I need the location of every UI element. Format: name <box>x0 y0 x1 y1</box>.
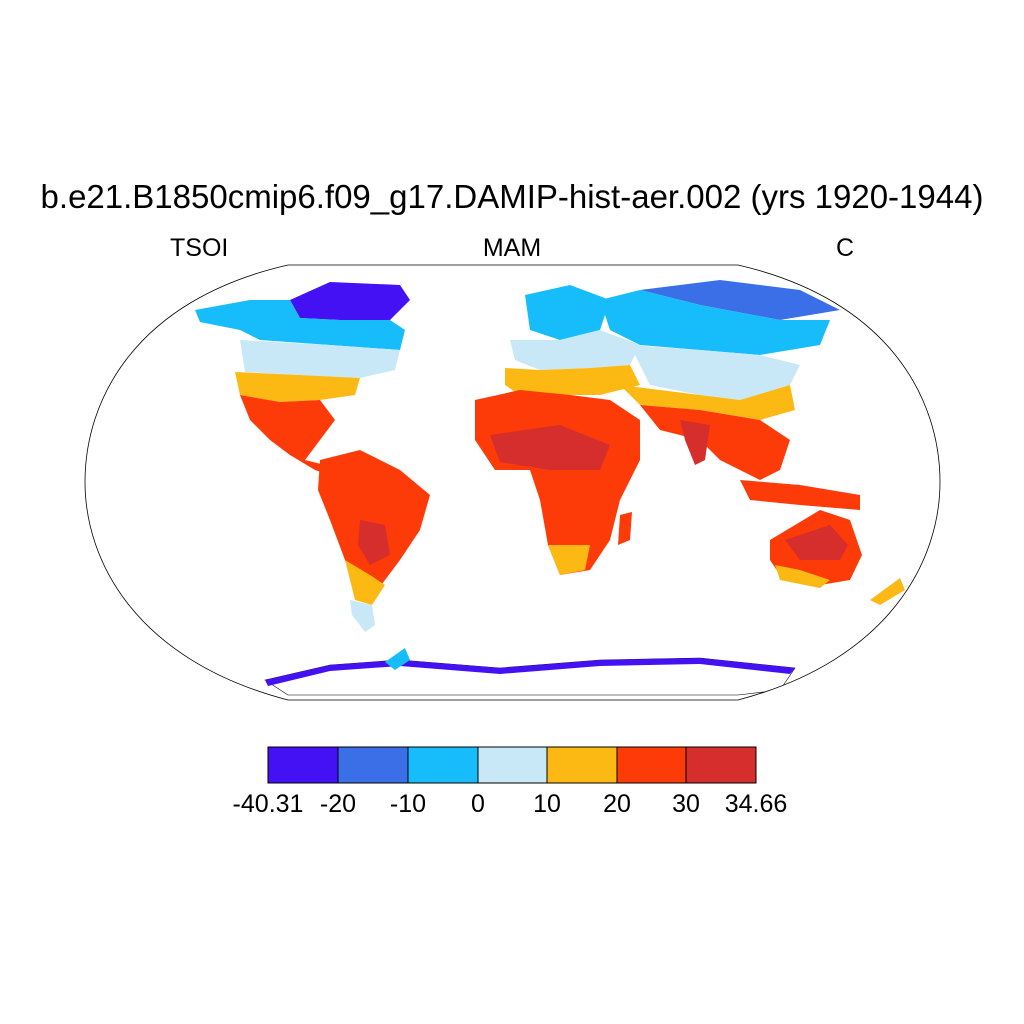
colorbar-box-6 <box>616 746 687 784</box>
region-asia-central <box>630 345 800 400</box>
variable-label: TSOI <box>170 234 229 262</box>
region-australia-south <box>775 565 830 588</box>
region-india <box>680 420 710 465</box>
land-masses <box>195 280 905 696</box>
colorbar-label-6: 20 <box>603 790 631 818</box>
region-na-north <box>195 300 405 350</box>
colorbar-box-7 <box>685 746 757 784</box>
colorbar-label-1: -40.31 <box>232 790 304 818</box>
colorbar <box>267 746 757 784</box>
region-madagascar <box>618 512 632 545</box>
map-title: b.e21.B1850cmip6.f09_g17.DAMIP-hist-aer.… <box>40 178 984 215</box>
region-mediterranean <box>505 365 640 395</box>
region-new-zealand <box>870 578 905 605</box>
region-na-south <box>235 372 360 402</box>
colorbar-box-2 <box>337 746 409 784</box>
globe-outline <box>84 264 941 701</box>
colorbar-box-5 <box>546 746 618 784</box>
region-europe-north <box>525 285 610 340</box>
units-label: C <box>836 234 855 262</box>
region-na-mid <box>240 340 400 378</box>
region-asia-mid <box>620 385 795 420</box>
colorbar-box-1 <box>267 746 339 784</box>
region-sa-south <box>345 560 385 605</box>
colorbar-label-4: 0 <box>471 790 485 818</box>
colorbar-label-7: 30 <box>672 790 700 818</box>
colorbar-label-5: 10 <box>533 790 561 818</box>
region-asia-north <box>600 290 830 355</box>
region-australia-interior <box>785 525 848 560</box>
colorbar-label-3: -10 <box>389 790 427 818</box>
region-indonesia <box>740 480 860 510</box>
region-siberia-far <box>640 280 840 320</box>
colorbar-label-8: 34.66 <box>724 790 788 818</box>
region-na-arctic <box>290 282 410 320</box>
colorbar-box-4 <box>477 746 548 784</box>
region-patagonia <box>350 600 375 632</box>
season-label: MAM <box>482 234 542 262</box>
region-europe <box>510 330 640 370</box>
colorbar-label-2: -20 <box>319 790 357 818</box>
region-central-america <box>240 395 335 475</box>
region-sahara <box>490 425 610 470</box>
region-antarctic-peninsula <box>385 648 410 670</box>
region-south-asia <box>640 405 790 480</box>
colorbar-box-3 <box>407 746 479 784</box>
region-sa-core <box>358 520 390 565</box>
region-southern-africa <box>548 545 590 575</box>
